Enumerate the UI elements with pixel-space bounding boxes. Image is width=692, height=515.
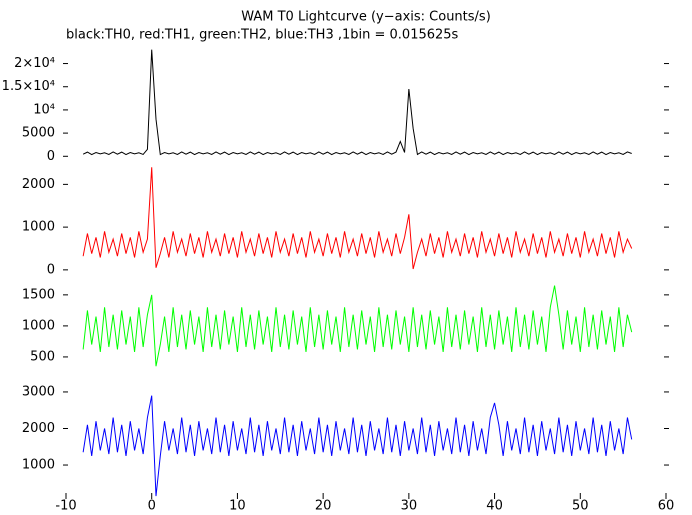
light-curve — [82, 167, 633, 270]
y-tick-label: 1.5×10⁴ — [2, 79, 55, 94]
y-tick-label: 0 — [47, 149, 55, 164]
x-tick-label: 50 — [572, 499, 589, 514]
y-tick-label: 2×10⁴ — [14, 56, 55, 71]
chart-title: WAM T0 Lightcurve (y−axis: Counts/s) — [241, 10, 491, 25]
y-tick-label: 1500 — [22, 287, 55, 302]
y-tick-label: 1000 — [22, 458, 55, 473]
y-tick-label: 0 — [47, 262, 55, 277]
x-tick-label: 0 — [148, 499, 156, 514]
chart-subtitle: black:TH0, red:TH1, green:TH2, blue:TH3 … — [66, 28, 459, 43]
y-tick-label: 2000 — [22, 177, 55, 192]
y-tick-label: 10⁴ — [33, 102, 55, 117]
x-tick-label: -10 — [55, 499, 76, 514]
light-curve — [82, 395, 633, 497]
light-curve — [82, 49, 632, 156]
y-tick-label: 5000 — [22, 126, 55, 141]
light-curve — [82, 285, 633, 367]
y-tick-label: 1000 — [22, 318, 55, 333]
x-tick-label: 30 — [401, 499, 418, 514]
y-tick-label: 3000 — [22, 384, 55, 399]
y-tick-label: 2000 — [22, 421, 55, 436]
x-tick-label: 40 — [486, 499, 503, 514]
x-tick-label: 10 — [229, 499, 246, 514]
y-tick-label: 1000 — [22, 220, 55, 235]
x-tick-label: 20 — [315, 499, 332, 514]
y-tick-label: 500 — [30, 349, 55, 364]
x-tick-label: 60 — [658, 499, 675, 514]
